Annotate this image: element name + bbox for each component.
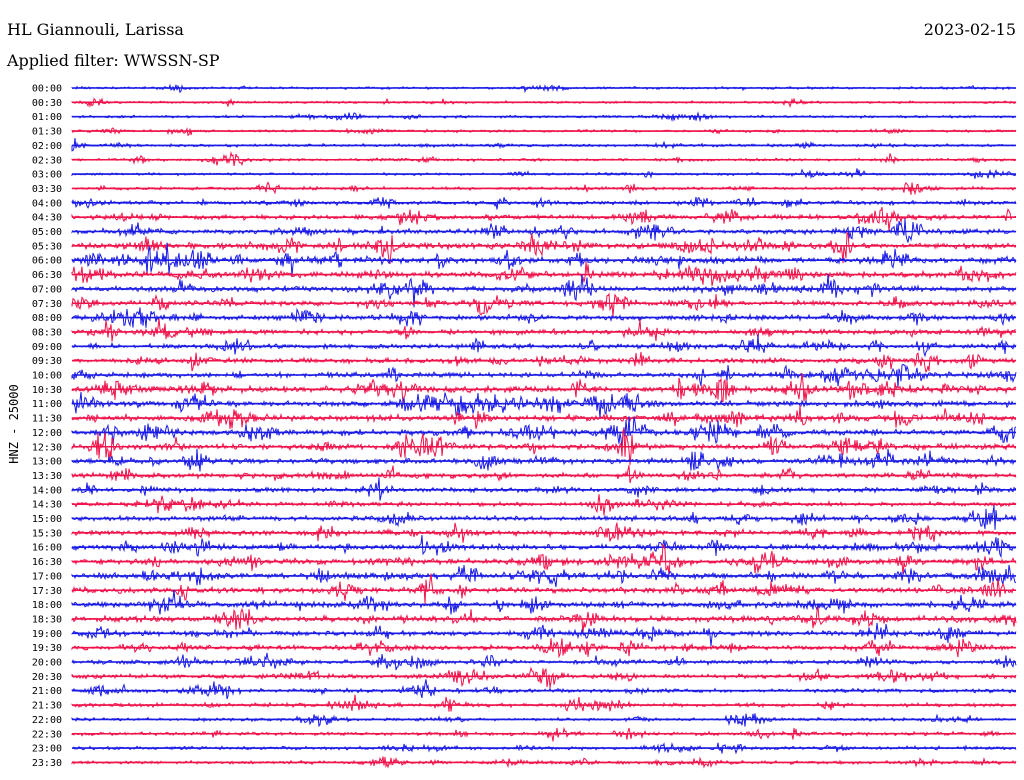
- tick-label: 14:30: [32, 500, 62, 511]
- tick-label: 02:00: [32, 141, 62, 152]
- tick-label: 13:00: [32, 457, 62, 468]
- trace-line: [71, 652, 1017, 671]
- trace-line: [71, 694, 1017, 712]
- tick-label: 01:30: [32, 127, 62, 138]
- tick-label: 12:30: [32, 442, 62, 453]
- tick-label: 17:30: [32, 586, 62, 597]
- trace-line: [71, 218, 1017, 243]
- tick-label: 10:00: [32, 371, 62, 382]
- trace-line: [71, 505, 1017, 530]
- tick-label: 05:30: [32, 241, 62, 252]
- tick-label: 12:00: [32, 428, 62, 439]
- tick-label: 18:00: [32, 600, 62, 611]
- tick-label: 09:00: [32, 342, 62, 353]
- tick-label: 22:00: [32, 715, 62, 726]
- tick-label: 16:30: [32, 557, 62, 568]
- tick-label: 18:30: [32, 614, 62, 625]
- trace-line: [71, 679, 1017, 700]
- trace-line: [71, 207, 1017, 232]
- tick-label: 06:00: [32, 256, 62, 267]
- trace-line: [71, 318, 1017, 342]
- tick-label: 05:00: [32, 227, 62, 238]
- trace-line: [71, 564, 1017, 588]
- trace-line: [71, 292, 1017, 317]
- trace-line: [71, 351, 1017, 374]
- tick-label: 10:30: [32, 385, 62, 396]
- trace-line: [71, 363, 1017, 388]
- trace-line: [71, 391, 1017, 419]
- tick-label: 11:30: [32, 414, 62, 425]
- tick-label: 21:00: [32, 686, 62, 697]
- tick-label: 13:30: [32, 471, 62, 482]
- applied-filter-label: Applied filter: WWSSN-SP: [7, 51, 220, 70]
- tick-label: 20:30: [32, 672, 62, 683]
- trace-line: [71, 589, 1017, 615]
- tick-label: 17:00: [32, 571, 62, 582]
- tick-label: 22:30: [32, 729, 62, 740]
- trace-line: [71, 334, 1017, 358]
- tick-label: 19:30: [32, 643, 62, 654]
- tick-label: 11:00: [32, 399, 62, 410]
- trace-line: [71, 273, 1017, 308]
- tick-label: 19:00: [32, 629, 62, 640]
- tick-label: 15:30: [32, 528, 62, 539]
- tick-label: 08:00: [32, 313, 62, 324]
- tick-label: 00:30: [32, 98, 62, 109]
- tick-label: 04:30: [32, 213, 62, 224]
- tick-label: 15:00: [32, 514, 62, 525]
- tick-label: 07:00: [32, 284, 62, 295]
- tick-label: 16:00: [32, 543, 62, 554]
- tick-label: 08:30: [32, 327, 62, 338]
- station-title: HL Giannouli, Larissa: [7, 20, 184, 39]
- trace-layer: [71, 83, 1017, 769]
- tick-label: 00:00: [32, 84, 62, 95]
- tick-label: 23:30: [32, 758, 62, 769]
- trace-line: [71, 465, 1017, 484]
- trace-line: [71, 622, 1017, 647]
- trace-line: [71, 573, 1017, 604]
- tick-label: 07:30: [32, 299, 62, 310]
- trace-line: [71, 137, 1017, 152]
- trace-line: [71, 726, 1017, 742]
- tick-label: 03:30: [32, 184, 62, 195]
- tick-label: 20:00: [32, 658, 62, 669]
- tick-label: 23:00: [32, 744, 62, 755]
- tick-label: 04:00: [32, 198, 62, 209]
- time-tick-labels: 00:00 00:30 01:00 01:30 02:00 02:30 03:00 03:30…: [32, 84, 62, 769]
- tick-label: 01:00: [32, 112, 62, 123]
- trace-line: [71, 448, 1017, 472]
- tick-label: 02:30: [32, 155, 62, 166]
- trace-line: [71, 231, 1017, 265]
- tick-label: 03:00: [32, 170, 62, 181]
- tick-label: 09:30: [32, 356, 62, 367]
- tick-label: 14:00: [32, 485, 62, 496]
- tick-label: 06:30: [32, 270, 62, 281]
- trace-line: [71, 535, 1017, 559]
- tick-label: 21:30: [32, 701, 62, 712]
- record-date: 2023-02-15: [923, 20, 1016, 39]
- trace-line: [71, 405, 1017, 429]
